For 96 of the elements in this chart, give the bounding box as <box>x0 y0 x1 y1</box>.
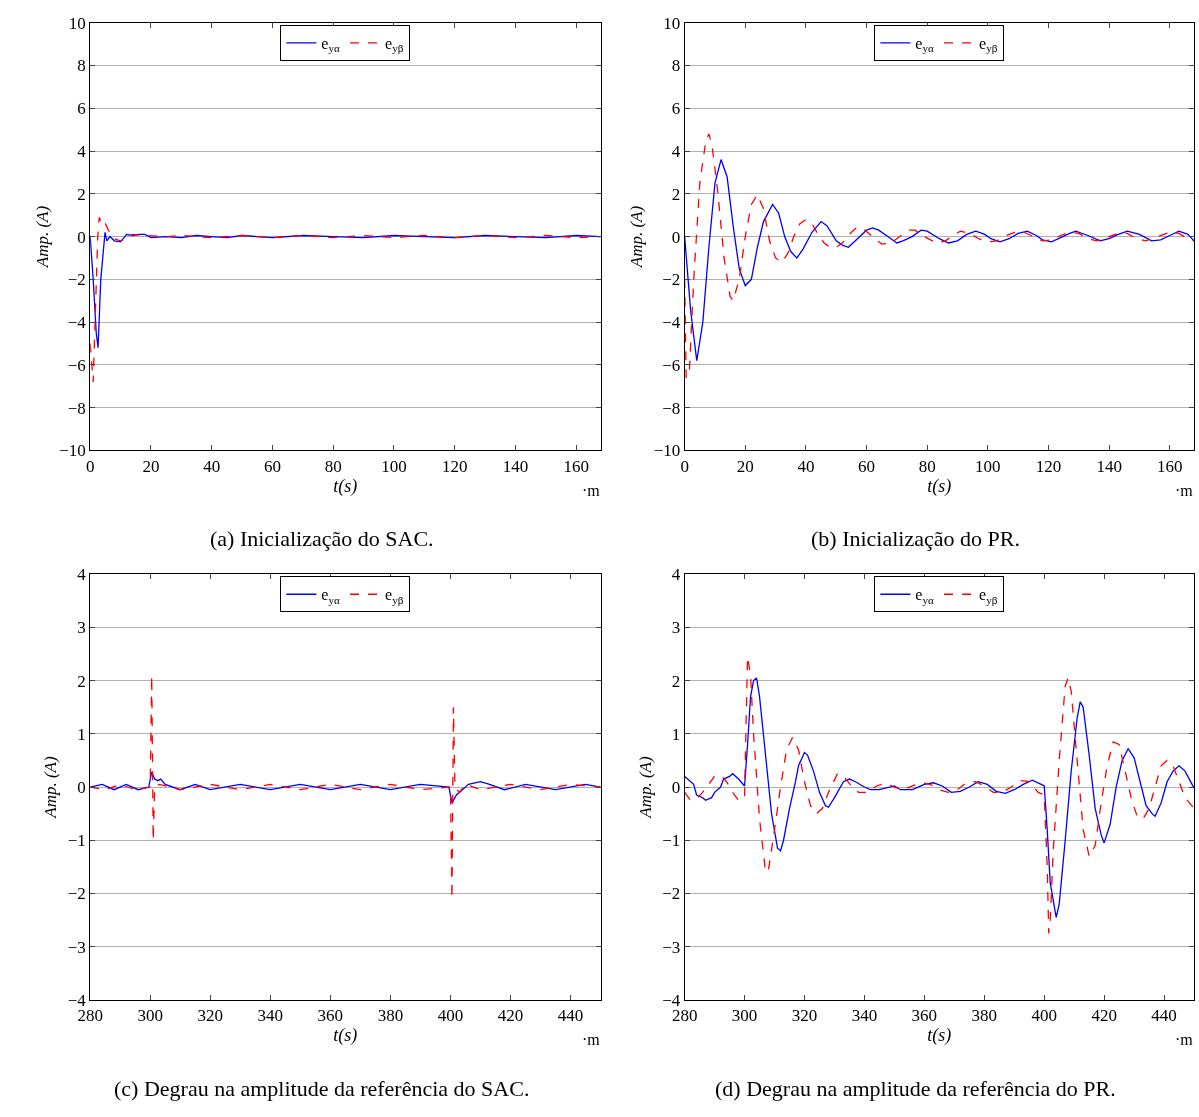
x-axis-title: t(s) <box>927 1025 952 1047</box>
y-tick-label: 10 <box>663 13 681 33</box>
y-tick-label: 0 <box>77 777 86 797</box>
text: (b) Inicialização do PR. <box>811 526 1020 551</box>
x-tick-label: 160 <box>563 456 589 476</box>
line-series <box>684 158 1195 362</box>
y-tick-label: −2 <box>67 884 86 904</box>
x-tick-label: 420 <box>1091 1006 1117 1026</box>
text: ·m <box>1175 482 1194 499</box>
x-tick-label: 380 <box>971 1006 998 1026</box>
legend-label: e$_{yα}$ <box>321 586 341 606</box>
x-axis-title: t(s) <box>333 1025 358 1047</box>
y-tick-label: 10 <box>68 13 86 33</box>
y-tick-label: 0 <box>671 227 681 247</box>
x-tick-label: 340 <box>257 1006 284 1026</box>
y-tick-label: −6 <box>67 355 86 375</box>
x-axis-title: t(s) <box>927 475 952 497</box>
y-tick-label: −6 <box>662 355 681 375</box>
text: ·m <box>582 482 601 499</box>
y-tick-label: −2 <box>662 270 681 290</box>
x-tick-label: 20 <box>736 456 754 476</box>
y-tick-label: 4 <box>671 141 681 161</box>
legend-label: e$_{yβ}$ <box>385 586 404 606</box>
y-tick-label: 3 <box>671 618 681 638</box>
y-axis-title: Amp. (A) <box>41 756 61 819</box>
y-tick-label: 4 <box>77 565 87 585</box>
legend-label: e$_{yβ}$ <box>979 35 998 55</box>
y-tick-label: 0 <box>671 777 681 797</box>
y-axis-title: Amp. (A) <box>635 756 655 819</box>
x-tick-label: 140 <box>1096 456 1122 476</box>
x-tick-label: 320 <box>197 1006 223 1026</box>
y-axis-title: Amp. (A) <box>627 205 647 269</box>
y-tick-label: 4 <box>671 565 681 585</box>
y-tick-label: −10 <box>653 441 681 461</box>
x-tick-label: 80 <box>918 456 936 476</box>
x-tick-label: 340 <box>851 1006 878 1026</box>
x-tick-label: 300 <box>137 1006 163 1026</box>
y-tick-label: 2 <box>77 184 86 204</box>
y-tick-label: 2 <box>77 671 86 691</box>
y-tick-label: 8 <box>671 56 681 76</box>
y-tick-label: 1 <box>671 724 681 744</box>
y-tick-label: 3 <box>77 618 86 638</box>
text: ·m <box>582 1031 601 1048</box>
y-tick-label: −2 <box>67 270 86 290</box>
legend-label: e$_{yα}$ <box>915 586 935 606</box>
y-tick-label: 4 <box>77 141 87 161</box>
x-tick-label: 360 <box>911 1006 938 1026</box>
y-tick-label: −10 <box>59 441 86 461</box>
y-tick-label: 2 <box>671 184 681 204</box>
x-tick-label: 160 <box>1157 456 1183 476</box>
x-tick-label: 20 <box>142 456 160 476</box>
y-tick-label: −4 <box>662 313 681 333</box>
x-tick-label: 60 <box>858 456 876 476</box>
y-tick-label: 2 <box>671 671 681 691</box>
y-tick-label: −8 <box>67 398 86 418</box>
x-tick-label: 360 <box>317 1006 344 1026</box>
y-tick-label: −1 <box>662 831 681 851</box>
y-tick-label: −8 <box>662 398 681 418</box>
y-tick-label: −3 <box>662 937 681 957</box>
x-tick-label: 120 <box>1035 456 1062 476</box>
x-tick-label: 120 <box>441 456 468 476</box>
text: (d) Degrau na amplitude da referência do PR. <box>715 1076 1116 1101</box>
y-tick-label: −2 <box>662 884 681 904</box>
x-tick-label: 100 <box>975 456 1001 476</box>
text: (a) Inicialização do SAC. <box>210 526 434 551</box>
legend-label: e$_{yβ}$ <box>979 586 998 606</box>
x-tick-label: 380 <box>377 1006 404 1026</box>
x-tick-label: 140 <box>502 456 529 476</box>
x-tick-label: 60 <box>263 456 281 476</box>
x-tick-label: 440 <box>557 1006 584 1026</box>
x-tick-label: 80 <box>324 456 342 476</box>
y-tick-label: −3 <box>67 937 86 957</box>
y-tick-label: 6 <box>77 99 86 119</box>
x-tick-label: 400 <box>437 1006 464 1026</box>
y-tick-label: −1 <box>67 831 86 851</box>
legend-label: e$_{yα}$ <box>321 35 341 55</box>
text: ·m <box>1175 1031 1194 1048</box>
x-tick-label: 320 <box>791 1006 818 1026</box>
text: (c) Degrau na amplitude da referência do SAC. <box>114 1076 530 1101</box>
y-tick-label: 8 <box>77 56 86 76</box>
x-tick-label: 40 <box>797 456 815 476</box>
y-tick-label: 0 <box>77 227 86 247</box>
x-tick-label: 420 <box>497 1006 524 1026</box>
x-tick-label: 40 <box>203 456 221 476</box>
x-tick-label: 440 <box>1151 1006 1177 1026</box>
x-tick-label: 100 <box>381 456 407 476</box>
y-tick-label: 6 <box>671 99 681 119</box>
legend-label: e$_{yβ}$ <box>385 35 404 55</box>
legend-label: e$_{yα}$ <box>915 35 935 55</box>
y-tick-label: −4 <box>67 313 87 333</box>
line-series <box>684 133 1195 379</box>
x-tick-label: 400 <box>1031 1006 1057 1026</box>
x-axis-title: t(s) <box>333 475 358 497</box>
x-tick-label: 300 <box>731 1006 758 1026</box>
y-axis-title: Amp. (A) <box>32 205 52 269</box>
y-tick-label: 1 <box>77 724 86 744</box>
